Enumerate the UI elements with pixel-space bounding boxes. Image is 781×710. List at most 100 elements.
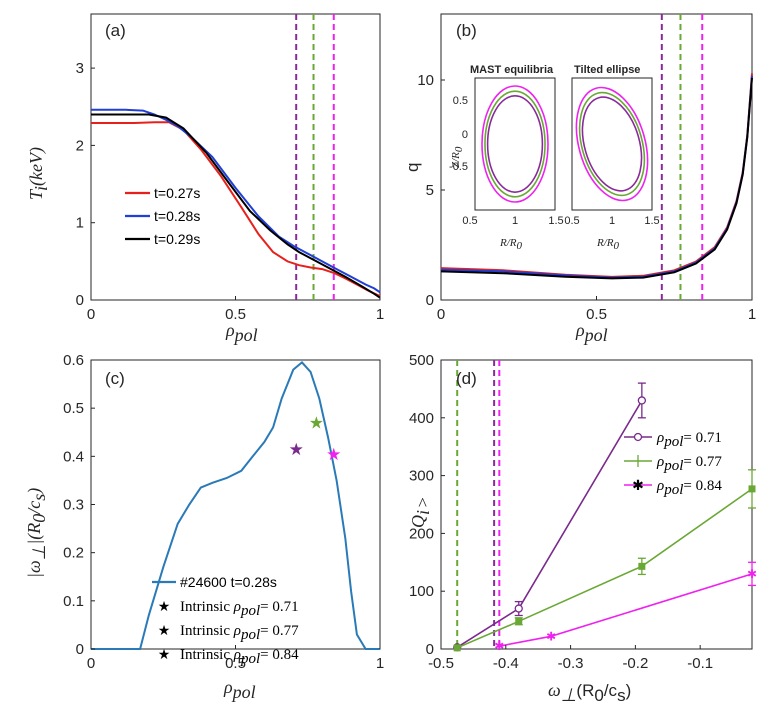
inset-tilted-ellipse: Tilted ellipse 0.5 1 1.5 R/R0	[564, 64, 659, 252]
legend-label-shot: #24600 t=0.28s	[180, 574, 277, 590]
panel-b-ytick-label: 0	[426, 292, 434, 309]
panel-d-series-line	[499, 573, 753, 647]
panel-d-ytick-label: 0	[426, 641, 434, 658]
panel-b-label: (b)	[456, 21, 477, 40]
panel-c-intrinsic-point: ★	[326, 445, 341, 465]
panel-c-intrinsic-point: ★	[289, 440, 304, 460]
legend-label-t027: t=0.27s	[154, 185, 200, 201]
panel-c-xtick-label: 1	[376, 655, 384, 672]
inset-1-x-label: R/R0	[499, 237, 523, 252]
legend-label-intrinsic-077: Intrinsic ρpol= 0.77	[180, 623, 299, 643]
panel-a-series-line	[91, 108, 381, 294]
inset-contour	[578, 91, 646, 197]
panel-b-x-axis-label: ρpol	[575, 320, 608, 345]
inset-2-x-label: R/R0	[596, 237, 620, 252]
panel-a-x-axis-label: ρpol	[225, 320, 258, 345]
inset-1-title: MAST equilibria	[470, 64, 554, 76]
panel-c-frame	[90, 359, 381, 650]
panel-d-xtick-label: -0.3	[558, 655, 584, 672]
legend-label-077: ρpol= 0.77	[656, 454, 722, 474]
panel-b-x-ticks: 0 0.5 1	[437, 296, 756, 323]
panel-c-intrinsic-point: ★	[309, 414, 324, 434]
panel-a-y-axis-label: Ti(keV)	[26, 147, 51, 200]
panel-d-legend: ρpol= 0.71 ρpol= 0.77 ✱ ρpol= 0.84	[624, 430, 722, 498]
inset-1-ytick-1: 0	[462, 129, 468, 141]
legend-label-intrinsic-084: Intrinsic ρpol= 0.84	[180, 647, 299, 667]
legend-label-t029: t=0.29s	[154, 231, 200, 247]
panel-c-y-axis-label: |ω⊥|(R0/cs)	[24, 488, 49, 578]
legend-label-084: ρpol= 0.84	[656, 478, 722, 498]
panel-c: ★★★ (c) 0 0.5 1 00.10.20.30.40.50.6 ρpol |…	[24, 352, 384, 702]
inset-1-y-label: Z/R0	[450, 146, 465, 168]
panel-c-ytick-label: 0.4	[63, 448, 84, 465]
legend-marker-intrinsic-071: ★	[158, 598, 171, 614]
panel-c-xtick-label: 0.5	[225, 655, 246, 672]
panel-c-xtick-label: 0	[87, 655, 95, 672]
panel-d-marker-square	[748, 485, 756, 493]
panel-d-ytick-label: 100	[409, 583, 434, 600]
panel-d-y-ticks: 0 100 200 300 400 500	[409, 352, 445, 658]
panel-c-x-ticks: 0 0.5 1	[87, 645, 384, 672]
panel-a-legend: t=0.27s t=0.28s t=0.29s	[125, 185, 200, 247]
panel-a-ytick-label: 2	[76, 137, 84, 154]
legend-label-intrinsic-071: Intrinsic ρpol= 0.71	[180, 599, 299, 619]
legend-marker-intrinsic-084: ★	[158, 646, 171, 662]
panel-c-series-line	[91, 361, 380, 650]
inset-2-contours	[575, 86, 649, 202]
inset-mast-equilibria: MAST equilibria 0.5 0 -0.5 Z/R0 0.5 1 1.…	[449, 64, 564, 252]
panel-d-plot-area: ✱ ✱ ✱	[440, 359, 757, 653]
legend-label-t028: t=0.28s	[154, 208, 200, 224]
panel-c-ytick-label: 0.2	[63, 545, 84, 562]
panel-c-ytick-label: 0.5	[63, 400, 84, 417]
panel-a-xtick-label: 0	[87, 306, 95, 323]
panel-d-series-line	[456, 488, 753, 649]
inset-2-xtick-2: 1.5	[644, 215, 659, 227]
panel-a-ytick-label: 1	[76, 215, 84, 232]
inset-1-xtick-2: 1.5	[548, 215, 563, 227]
panel-d-xtick-label: -0.1	[687, 655, 713, 672]
panel-d-xtick-label: -0.5	[428, 655, 454, 672]
inset-2-xtick-0: 0.5	[564, 215, 579, 227]
panel-d-frame	[440, 359, 753, 650]
panel-d-marker-star: ✱	[546, 629, 556, 643]
panel-a-ytick-label: 0	[76, 292, 84, 309]
inset-contour	[581, 96, 643, 192]
panel-d-ylabel-hat: ^	[418, 494, 427, 514]
inset-2-xtick-1: 1	[609, 215, 615, 227]
panel-d-marker-star: ✱	[494, 639, 504, 653]
panel-a-xtick-label: 0.5	[225, 306, 246, 323]
panel-b-xtick-label: 1	[748, 306, 756, 323]
panel-b-xtick-label: 0.5	[586, 306, 607, 323]
panel-d-marker-circle	[514, 604, 523, 613]
panel-c-legend: #24600 t=0.28s ★ Intrinsic ρpol= 0.71 ★ …	[152, 574, 299, 667]
panel-a-x-ticks: 0 0.5 1	[87, 296, 384, 323]
panel-d-ytick-label: 500	[409, 352, 434, 369]
panel-d-marker-circle	[637, 396, 647, 405]
panel-c-ytick-label: 0.6	[63, 352, 84, 369]
panel-a-xtick-label: 1	[376, 306, 384, 323]
panel-b-xtick-label: 0	[437, 306, 445, 323]
panel-c-ytick-label: 0	[76, 641, 84, 658]
inset-contour	[575, 86, 649, 202]
panel-d-x-axis-label: ω⊥(R0/cs)	[548, 680, 631, 705]
inset-contour	[486, 95, 544, 193]
legend-marker-intrinsic-077: ★	[158, 622, 171, 638]
panel-d-ytick-label: 300	[409, 468, 434, 485]
panel-d-xtick-label: -0.4	[493, 655, 519, 672]
inset-1-ytick-0: 0.5	[453, 95, 468, 107]
panel-a-y-ticks: 0 1 2 3	[76, 60, 95, 309]
panel-a-ytick-label: 3	[76, 60, 84, 77]
panel-b-series-line	[440, 77, 753, 280]
panel-d-y-axis-label: Qi	[408, 510, 433, 528]
panel-d: ✱ ✱ ✱ (d) -0.5 -0.4 -0.3 -0.2 -0.1 0 100 200 300 4…	[408, 352, 757, 705]
panel-d-marker-square	[453, 644, 461, 652]
panel-b-ytick-label: 10	[417, 72, 434, 89]
panel-d-marker-star: ✱	[747, 567, 757, 581]
panel-b-y-axis-label: q	[403, 163, 422, 172]
inset-contour	[484, 90, 546, 198]
inset-2-title: Tilted ellipse	[574, 64, 640, 76]
inset-1-xtick-0: 0.5	[462, 215, 477, 227]
